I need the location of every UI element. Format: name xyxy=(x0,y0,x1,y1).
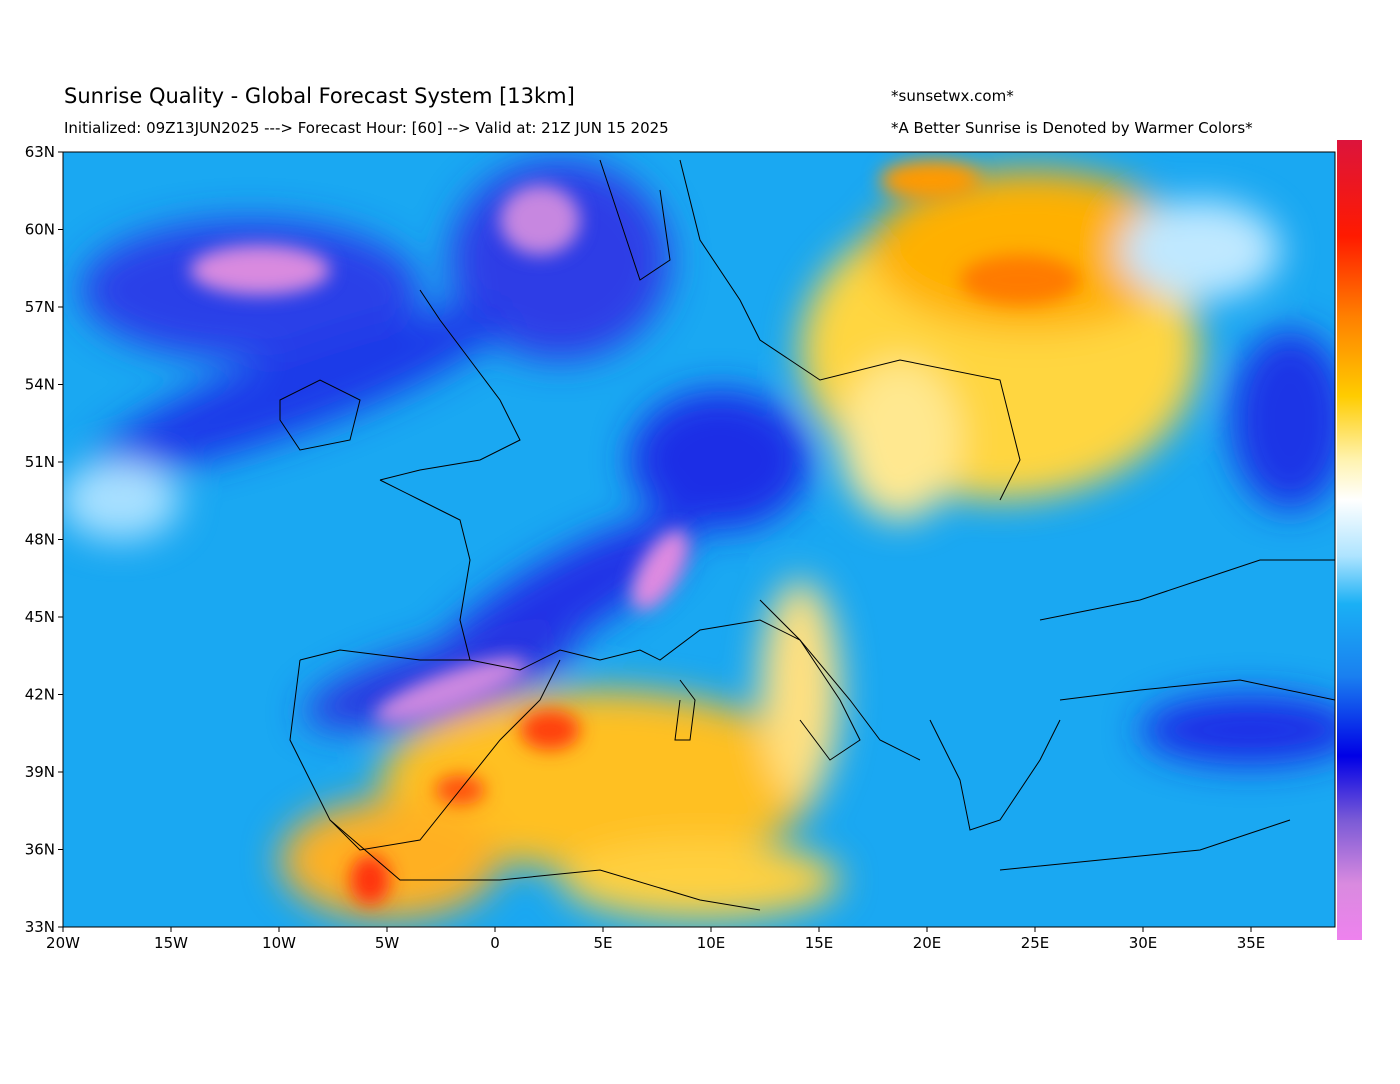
site: *sunsetwx.com* xyxy=(891,87,1014,105)
forecast-field xyxy=(63,152,1335,927)
note: *A Better Sunrise is Denoted by Warmer C… xyxy=(891,119,1253,137)
lat-label: 51N xyxy=(25,453,55,471)
lat-label: 42N xyxy=(25,686,55,704)
lon-label: 30E xyxy=(1129,934,1158,952)
lon-label: 5W xyxy=(375,934,400,952)
lon-label: 20E xyxy=(913,934,942,952)
lon-label: 0 xyxy=(490,934,500,952)
lon-label: 20W xyxy=(46,934,80,952)
lat-label: 63N xyxy=(25,143,55,161)
lon-label: 35E xyxy=(1237,934,1266,952)
lon-label: 5E xyxy=(593,934,612,952)
lat-label: 36N xyxy=(25,841,55,859)
subtitle: Initialized: 09Z13JUN2025 ---> Forecast … xyxy=(64,119,669,137)
lat-label: 39N xyxy=(25,763,55,781)
lon-label: 15W xyxy=(154,934,188,952)
lat-label: 33N xyxy=(25,918,55,936)
lon-label: 15E xyxy=(805,934,834,952)
lat-label: 45N xyxy=(25,608,55,626)
lat-label: 54N xyxy=(25,376,55,394)
lat-label: 48N xyxy=(25,531,55,549)
lat-label: 60N xyxy=(25,221,55,239)
colorbar xyxy=(1337,140,1362,940)
lon-label: 25E xyxy=(1021,934,1050,952)
lon-label: 10E xyxy=(697,934,726,952)
title: Sunrise Quality - Global Forecast System… xyxy=(64,84,575,108)
lon-label: 10W xyxy=(262,934,296,952)
lat-label: 57N xyxy=(25,298,55,316)
coastlines xyxy=(279,159,1335,911)
